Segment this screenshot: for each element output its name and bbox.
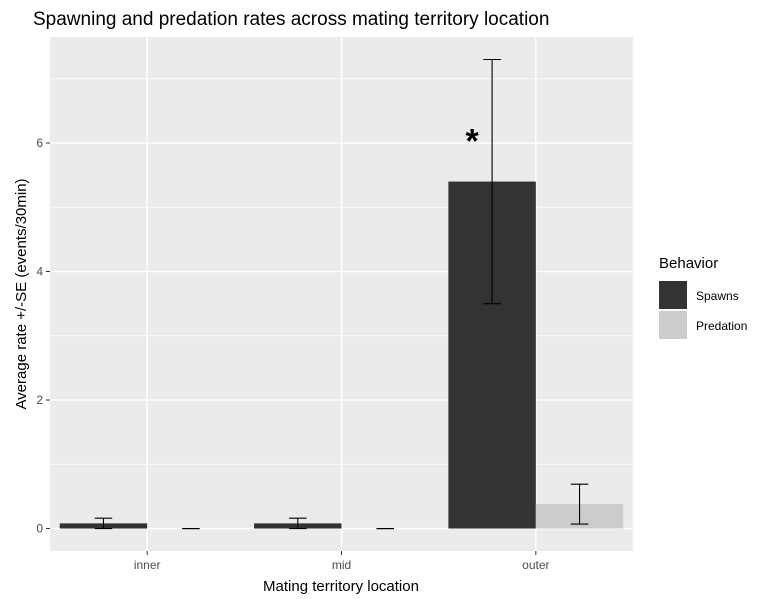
legend: Behavior Spawns Predation [659,255,747,339]
x-axis-ticks: inner mid outer [134,551,550,572]
x-axis-title: Mating territory location [263,578,419,595]
legend-label-predation: Predation [696,319,747,333]
x-tick-label: inner [134,558,161,572]
y-tick-label: 2 [36,393,43,407]
legend-title: Behavior [659,255,718,272]
y-tick-label: 6 [36,136,43,150]
y-axis-title: Average rate +/-SE (events/30min) [13,178,30,409]
annotations: * [465,123,479,161]
y-tick-label: 0 [36,522,43,536]
y-axis-ticks: 0 2 4 6 [36,136,50,536]
legend-key-spawns [659,281,687,309]
legend-label-spawns: Spawns [696,289,739,303]
significance-asterisk: * [465,123,479,161]
x-tick-label: outer [522,558,549,572]
chart-title: Spawning and predation rates across mati… [33,9,549,30]
legend-key-predation [659,311,687,339]
error-bars [94,58,589,530]
x-tick-label: mid [332,558,351,572]
y-tick-label: 4 [36,265,43,279]
